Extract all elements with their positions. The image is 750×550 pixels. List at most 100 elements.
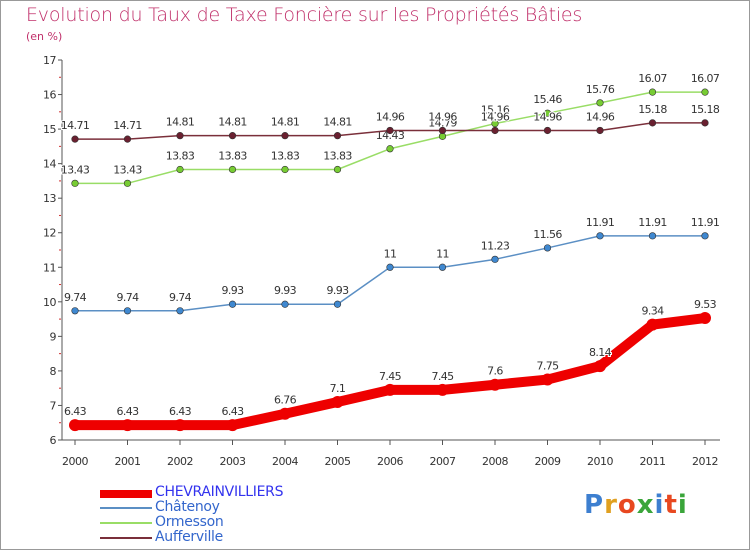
data-label: 6.43 [116,405,139,418]
data-point [228,132,237,140]
series-aufferville: 14.71 14.71 14.81 14.81 14.81 14.81 14.96 14.96… [60,102,721,143]
data-label: 11 [384,247,397,260]
logo-letter: i [677,490,688,520]
data-point [71,179,79,187]
data-point [491,255,499,263]
legend-swatch [100,537,152,539]
legend-swatch [100,522,152,524]
legend-label: Châtenoy [155,499,220,515]
data-point [176,165,184,174]
data-point [386,263,394,271]
data-label: 14.96 [428,110,457,123]
logo-letter: t [664,490,678,520]
x-tick-label: 2009 [535,455,561,468]
chart-unit-label: (en %) [26,30,63,43]
x-tick-label: 2001 [115,455,141,468]
data-label: 15.76 [586,83,615,96]
x-tick-label: 2002 [167,455,193,468]
data-label: 13.83 [271,150,300,163]
data-label: 13.83 [166,150,195,163]
y-tick-label: 17 [43,54,56,67]
data-point [333,132,342,140]
data-point [541,373,554,386]
data-label: 14.71 [113,119,142,132]
logo-letter: r [604,490,618,520]
data-label: 14.81 [271,116,300,129]
y-tick-label: 16 [43,89,56,102]
data-label: 14.71 [61,119,90,132]
data-label: 11.91 [586,216,615,229]
data-label: 9.34 [641,305,664,318]
data-point [71,135,79,143]
data-point [281,132,289,140]
data-point [648,232,657,240]
data-label: 7.45 [379,370,402,383]
data-point [491,119,499,128]
data-point [176,307,184,315]
data-label: 14.79 [428,116,457,129]
data-point [596,126,604,135]
data-label: 15.46 [533,93,562,106]
data-label: 11 [436,247,449,260]
y-tick-label: 6 [50,434,57,447]
legend-swatch [100,490,152,498]
data-label: 14.96 [533,110,562,123]
data-point [228,165,237,174]
data-point [281,165,289,174]
data-point [701,232,709,240]
data-label: 7.6 [487,365,503,378]
data-point [279,407,291,420]
data-point [386,145,394,153]
data-point [438,263,447,271]
data-label: 9.93 [274,284,297,297]
data-point [333,165,342,174]
data-point [123,135,132,143]
data-point [69,419,81,432]
y-tick-label: 10 [43,296,56,309]
legend-label: Aufferville [155,529,223,545]
data-point [596,99,604,107]
x-tick-label: 2003 [220,455,246,468]
data-point [226,419,239,432]
data-point [123,179,132,187]
y-tick-label: 15 [43,123,56,136]
data-point [71,307,79,315]
chart-title: Evolution du Taux de Taxe Foncière sur l… [26,4,583,26]
data-point [491,126,499,135]
data-point [701,88,709,96]
data-point [699,312,711,325]
data-point [281,300,289,308]
data-label: 6.43 [221,405,244,418]
logo-letter: o [617,490,637,520]
data-label: 13.43 [113,163,142,176]
data-label: 15.18 [638,103,667,116]
x-tick-label: 2007 [430,455,456,468]
data-label: 16.07 [691,72,720,85]
data-label: 15.18 [691,103,720,116]
data-point [386,126,394,135]
data-label: 9.74 [169,291,192,304]
data-label: 9.93 [326,284,349,297]
data-point [594,360,606,373]
y-tick-label: 14 [43,158,56,171]
data-label: 7.1 [330,382,346,395]
data-label: 11.91 [638,216,667,229]
x-tick-label: 2005 [325,455,351,468]
data-label: 9.74 [64,291,87,304]
data-label: 6.76 [274,394,297,407]
x-tick-label: 2012 [692,455,718,468]
logo-letter: P [584,490,605,520]
data-label: 8.14 [589,346,612,359]
x-tick-label: 2006 [377,455,403,468]
data-label: 6.43 [64,405,87,418]
data-point [648,88,657,96]
y-tick-label: 12 [43,227,56,240]
y-tick-label: 9 [50,330,57,343]
legend-label: CHEVRAINVILLIERS [155,484,284,500]
data-point [489,378,501,391]
x-tick-label: 2004 [272,455,298,468]
series-ch-tenoy: 9.74 9.74 9.74 9.93 9.93 9.93 11 11 11.23 11.56 11… [63,215,721,315]
data-label: 13.83 [218,150,247,163]
